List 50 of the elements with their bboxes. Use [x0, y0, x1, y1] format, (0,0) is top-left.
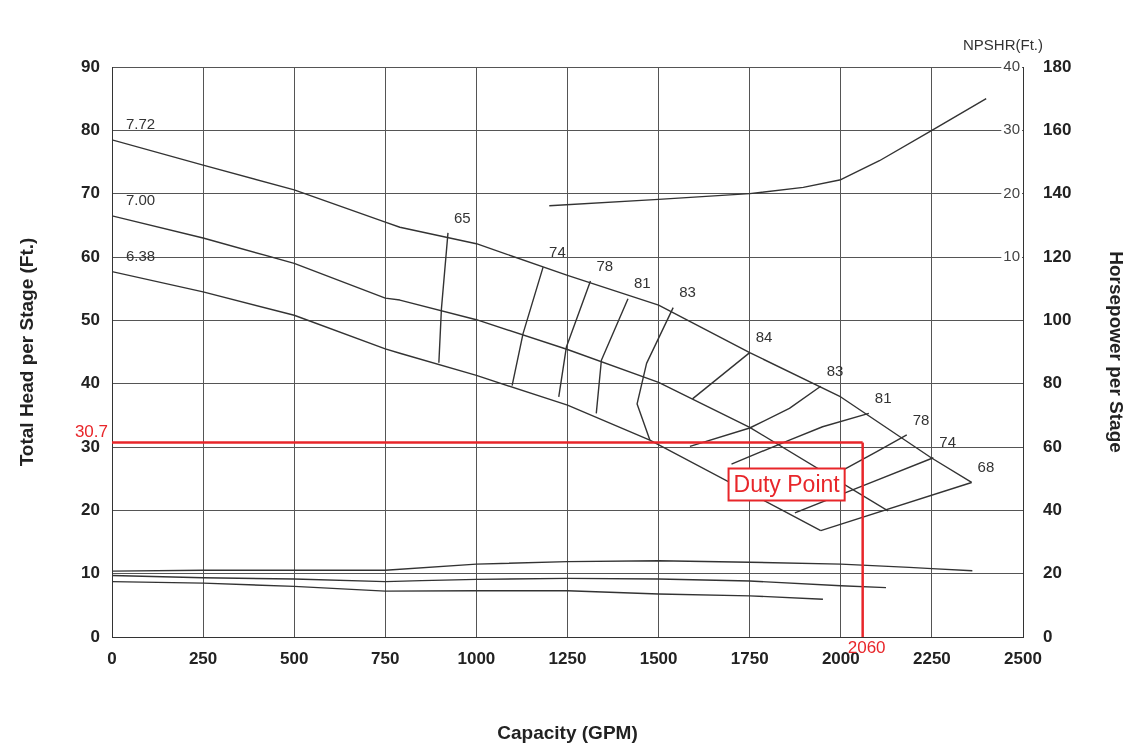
x-tick-label: 250: [188, 648, 218, 668]
y2-tick-label: 80: [1043, 373, 1062, 393]
y-tick-label: 20: [81, 500, 100, 520]
series-label: 84: [755, 328, 773, 346]
y2-tick-label: 120: [1043, 246, 1072, 266]
y2-tick-label: 40: [1043, 500, 1062, 520]
y-tick-label: 70: [81, 183, 100, 203]
x-tick-label: 750: [371, 648, 400, 668]
y3-tick-label: 20: [1003, 183, 1020, 201]
y2-tick-label: 180: [1043, 56, 1072, 76]
y-tick-label: 50: [81, 310, 100, 330]
x-tick-label: 1250: [548, 648, 587, 668]
y2-tick-label: 60: [1043, 436, 1062, 456]
series-label: 74: [939, 433, 957, 451]
y2-axis-title: Horsepower per Stage: [1106, 251, 1128, 453]
series-label: 68: [977, 458, 995, 476]
y-tick-label: 0: [90, 626, 100, 646]
series-label: 83: [679, 283, 696, 301]
y2-tick-label: 160: [1043, 120, 1072, 140]
x-tick-label: 1750: [730, 648, 769, 668]
y-axis-title: Total Head per Stage (Ft.): [15, 237, 37, 467]
series-label: 7.72: [126, 115, 156, 133]
series-label: 81: [633, 274, 651, 292]
y2-tick-label: 100: [1043, 310, 1072, 330]
y2-tick-label: 140: [1043, 183, 1072, 203]
y-tick-label: 90: [81, 56, 100, 76]
annotation: Duty Point: [733, 470, 841, 497]
y-tick-label: 80: [81, 120, 100, 140]
series-label: 7.00: [126, 191, 156, 209]
x-axis-title: Capacity (GPM): [497, 721, 638, 743]
y-tick-label: 10: [81, 563, 100, 583]
series-label: 74: [549, 242, 566, 260]
series-label: 78: [912, 410, 930, 428]
y2-tick-label: 20: [1043, 563, 1062, 583]
series-label: 78: [596, 256, 614, 274]
series-label: 65: [453, 208, 471, 226]
series-label: 81: [874, 389, 892, 407]
y-tick-label: 60: [81, 246, 100, 266]
y-tick-label: 40: [81, 373, 100, 393]
y3-tick-label: 30: [1003, 120, 1020, 138]
y3-axis-title: NPSHR(Ft.): [963, 35, 1043, 53]
x-tick-label: 0: [107, 648, 117, 668]
y3-tick-label: 10: [1003, 247, 1020, 265]
x-tick-label: 2500: [1004, 648, 1042, 668]
x-tick-label: 1500: [639, 648, 678, 668]
y2-tick-label: 0: [1043, 626, 1053, 646]
x-tick-label: 1000: [457, 648, 496, 668]
x-tick-label: 2250: [912, 648, 951, 668]
x-tick-label: 500: [280, 648, 309, 668]
y3-tick-label: 40: [1003, 57, 1020, 75]
